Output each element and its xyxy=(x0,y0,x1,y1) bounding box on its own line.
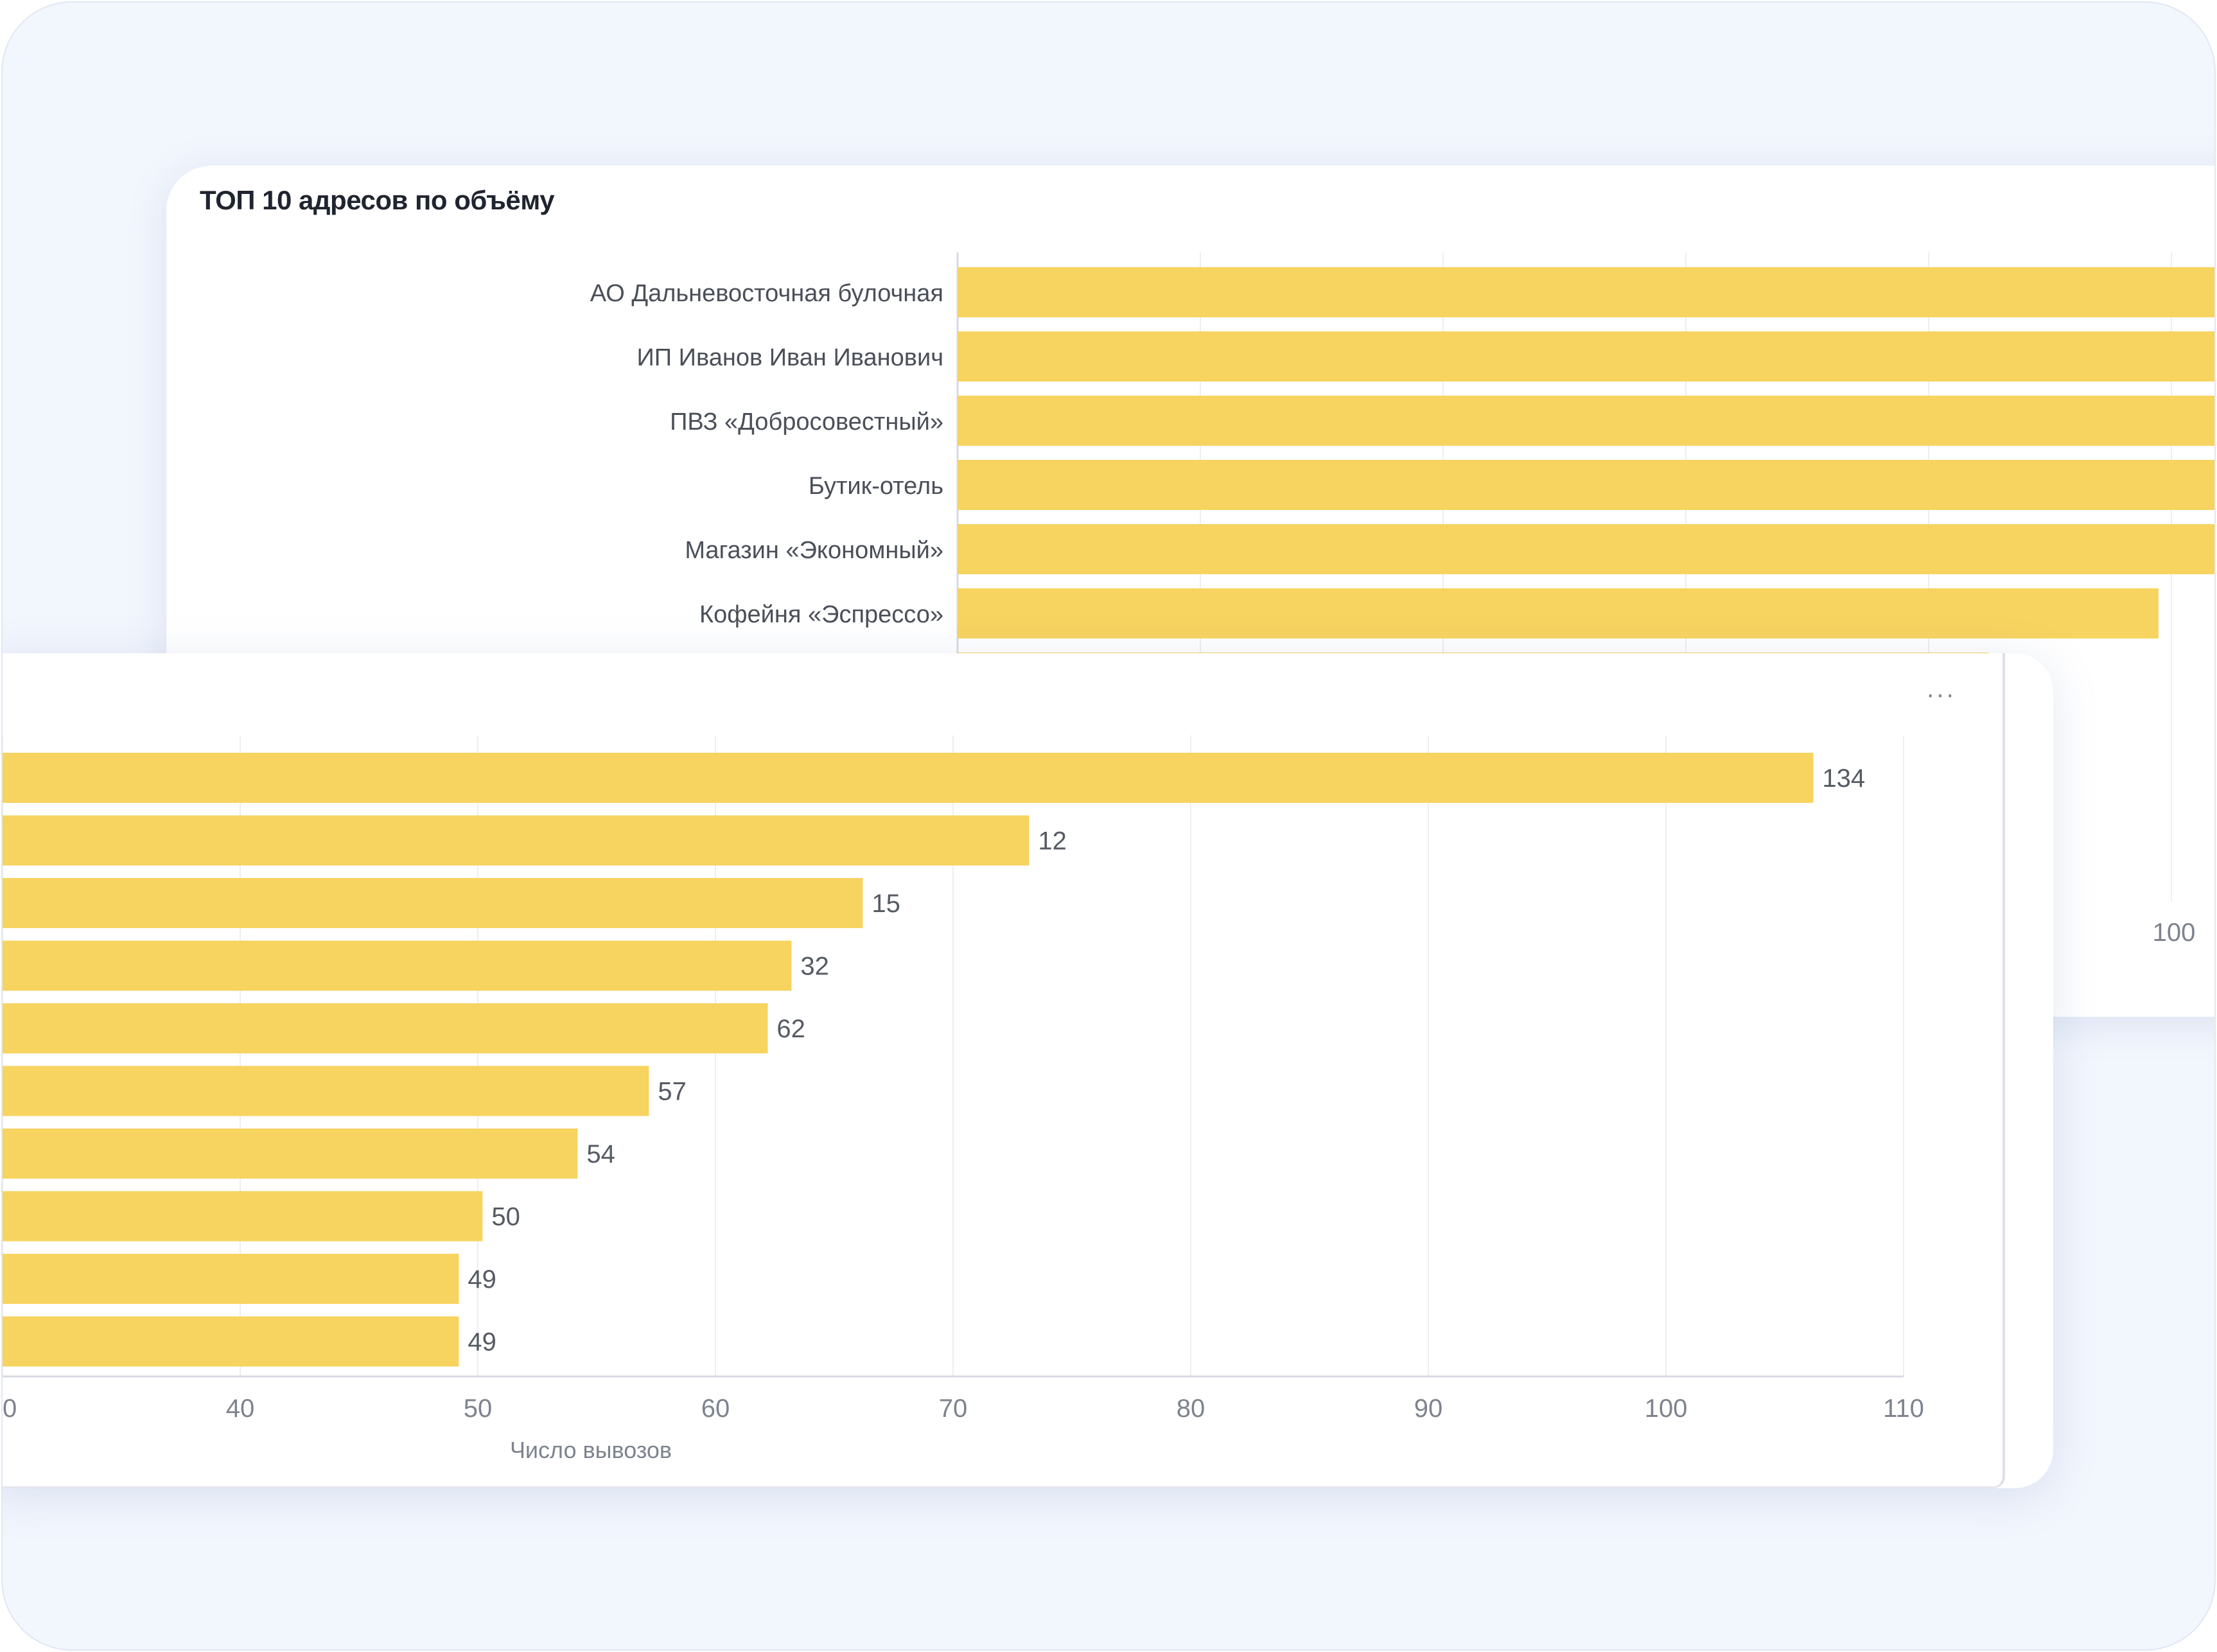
bar[interactable] xyxy=(958,588,2159,638)
bar[interactable] xyxy=(3,1066,649,1116)
more-options-icon[interactable]: ··· xyxy=(1926,680,1956,708)
bar[interactable] xyxy=(3,878,863,928)
bar[interactable] xyxy=(3,1191,483,1242)
bar[interactable] xyxy=(3,1254,459,1304)
bar[interactable] xyxy=(3,1129,578,1179)
category-label: Магазин «Экономный» xyxy=(685,537,943,564)
bar[interactable] xyxy=(3,1003,768,1053)
bar-data-label: 50 xyxy=(491,1203,520,1231)
bar-data-label: 15 xyxy=(872,890,900,918)
bar-data-label: 49 xyxy=(468,1265,496,1294)
category-label: Бутик-отель xyxy=(809,473,943,500)
x-tick-label: 110 xyxy=(1883,1394,1924,1423)
chart-title: ТОП 10 адресов по объёму xyxy=(200,185,555,215)
bar[interactable] xyxy=(958,460,2215,510)
x-tick-label: 30 xyxy=(1,1394,17,1423)
bar[interactable] xyxy=(958,267,2215,317)
front-chart-svg: 134 12 15 32 62 57 54 50 49 49 30 40 50 60 70 80 90 100 11… xyxy=(1,735,1924,1463)
x-tick-label: 100 xyxy=(1645,1394,1688,1423)
x-tick-label: 90 xyxy=(1414,1394,1443,1423)
x-axis-label: Число вывозов xyxy=(510,1437,672,1463)
bar[interactable] xyxy=(3,753,1814,803)
front-chart-card: 134 12 15 32 62 57 54 50 49 49 30 40 50 60 70 80 90 100 11… xyxy=(1,653,2053,1488)
bar[interactable] xyxy=(958,396,2215,446)
x-tick-label: 40 xyxy=(226,1394,255,1423)
bar-data-label: 134 xyxy=(1822,764,1865,793)
bar-data-label: 49 xyxy=(468,1328,496,1357)
bar-data-label: 62 xyxy=(776,1015,805,1043)
bar[interactable] xyxy=(3,1316,459,1367)
bar[interactable] xyxy=(958,331,2215,382)
category-label: ИП Иванов Иван Иванович xyxy=(636,344,943,371)
category-label: ПВЗ «Добросовестный» xyxy=(670,409,943,435)
bar-data-label: 54 xyxy=(586,1140,615,1168)
bar-data-label: 12 xyxy=(1038,827,1067,856)
bar[interactable] xyxy=(3,815,1030,866)
bar-data-label: 32 xyxy=(800,953,829,981)
x-tick-label: 80 xyxy=(1177,1394,1205,1423)
bar[interactable] xyxy=(958,524,2215,574)
chart-panel: 134 12 15 32 62 57 54 50 49 49 30 40 50 60 70 80 90 100 11… xyxy=(1,653,2005,1488)
x-tick-label: 60 xyxy=(701,1394,730,1423)
category-label: Кофейня «Эспрессо» xyxy=(699,601,943,628)
x-tick-label: 70 xyxy=(939,1394,968,1423)
bar-data-label: 57 xyxy=(658,1078,687,1106)
bar[interactable] xyxy=(3,940,792,991)
category-label: АО Дальневосточная булочная xyxy=(590,280,943,307)
x-tick-label: 100 xyxy=(2153,918,2196,947)
x-tick-label: 50 xyxy=(464,1394,493,1423)
